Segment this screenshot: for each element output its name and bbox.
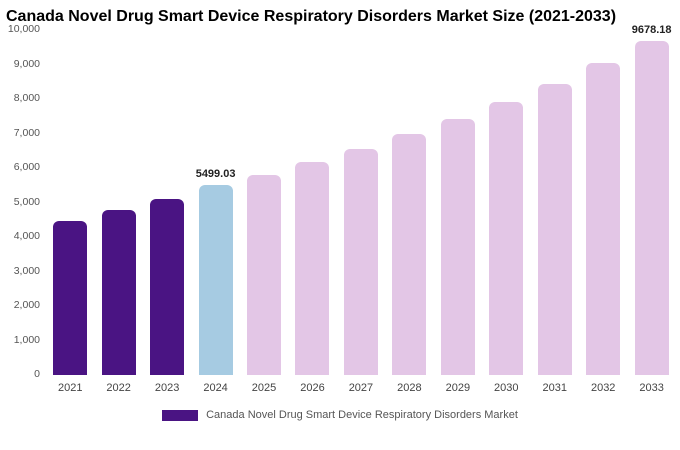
x-tick-label: 2026 bbox=[300, 382, 325, 394]
x-tick-label: 2024 bbox=[203, 382, 228, 394]
bar-2023 bbox=[150, 199, 185, 375]
bar-2029 bbox=[440, 119, 475, 375]
legend-swatch bbox=[162, 409, 199, 421]
bar-column: 2028 bbox=[392, 30, 427, 395]
x-tick-label: 2027 bbox=[348, 382, 374, 394]
legend: Canada Novel Drug Smart Device Respirato… bbox=[4, 409, 676, 421]
y-axis: 0 1,000 2,000 3,000 4,000 5,000 6,000 7,000 8,00… bbox=[4, 23, 46, 380]
bar-2024: 5499.03 bbox=[196, 168, 235, 375]
x-tick-label: 2030 bbox=[494, 382, 519, 394]
plot-row: 0 1,000 2,000 3,000 4,000 5,000 6,000 7,000 8,00… bbox=[4, 23, 676, 395]
x-tick-label: 2025 bbox=[251, 382, 277, 394]
bar-column: 2025 bbox=[247, 30, 282, 395]
x-tick-label: 2029 bbox=[445, 382, 471, 394]
bar-column: 5499.03 2024 bbox=[196, 30, 236, 395]
x-tick-label: 2032 bbox=[590, 382, 616, 394]
bar-column: 2021 bbox=[53, 30, 88, 395]
y-tick-label: 2,000 bbox=[13, 299, 40, 311]
bar-column: 2029 bbox=[440, 30, 475, 395]
bar-column: 9678.18 2033 bbox=[632, 24, 672, 395]
bar-2033: 9678.18 bbox=[632, 24, 672, 375]
y-tick-label: 0 bbox=[34, 368, 40, 380]
bar-2025 bbox=[247, 175, 282, 375]
bar-value-label: 5499.03 bbox=[195, 168, 236, 181]
bar-2032 bbox=[586, 63, 621, 375]
y-tick-label: 3,000 bbox=[13, 264, 40, 277]
bar-2021 bbox=[53, 221, 88, 375]
x-tick-label: 2022 bbox=[106, 382, 131, 394]
x-tick-label: 2023 bbox=[154, 382, 180, 394]
bar-column: 2022 bbox=[101, 30, 136, 395]
x-tick-label: 2021 bbox=[57, 382, 83, 394]
bar-column: 2030 bbox=[489, 30, 524, 395]
y-tick-label: 9,000 bbox=[13, 57, 40, 70]
bar-2031 bbox=[537, 83, 572, 375]
bar-2027 bbox=[343, 149, 378, 375]
bar-column: 2032 bbox=[586, 30, 621, 395]
bar-column: 2031 bbox=[537, 30, 572, 395]
bar-2028 bbox=[392, 133, 427, 375]
y-tick-label: 4,000 bbox=[13, 230, 40, 242]
chart-title: Canada Novel Drug Smart Device Respirato… bbox=[6, 8, 617, 25]
bar-column: 2026 bbox=[295, 30, 330, 395]
bar-column: 2023 bbox=[150, 30, 185, 395]
y-tick-label: 8,000 bbox=[13, 92, 40, 104]
y-tick-label: 5,000 bbox=[13, 195, 40, 208]
plot-area: 2021 2022 2023 5499.03 2024 2025 2026 2027 2028 2… bbox=[46, 24, 676, 395]
bar-value-label: 9678.18 bbox=[631, 24, 672, 37]
bar-column: 2027 bbox=[343, 30, 378, 395]
y-tick-label: 7,000 bbox=[13, 126, 40, 139]
legend-label: Canada Novel Drug Smart Device Respirato… bbox=[206, 409, 518, 421]
y-tick-label: 1,000 bbox=[13, 333, 40, 346]
bar-2022 bbox=[101, 210, 136, 375]
x-tick-label: 2028 bbox=[397, 382, 422, 394]
x-tick-label: 2031 bbox=[542, 382, 567, 394]
bar-2026 bbox=[295, 162, 330, 375]
y-tick-label: 10,000 bbox=[7, 23, 40, 35]
x-tick-label: 2033 bbox=[639, 382, 664, 394]
bar-2030 bbox=[489, 102, 524, 375]
y-tick-label: 6,000 bbox=[13, 161, 40, 173]
